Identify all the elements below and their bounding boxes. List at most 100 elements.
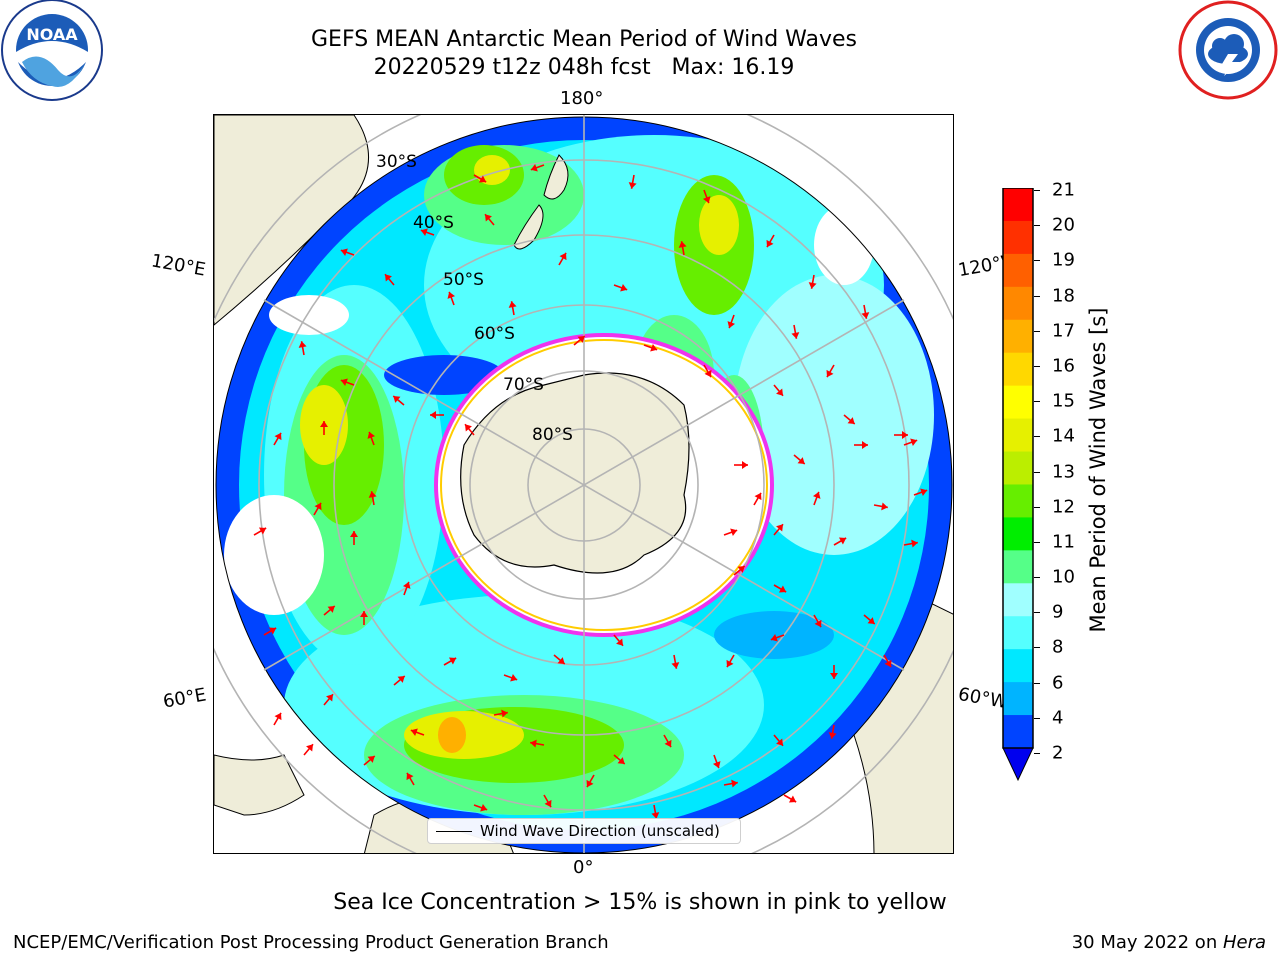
wind-arrow-head <box>268 627 277 635</box>
wind-arrow-head <box>478 175 487 183</box>
legend-line-icon <box>436 830 472 832</box>
wind-arrow-head <box>812 491 821 499</box>
wind-arrow-head <box>712 761 721 769</box>
wind-arrow-head <box>726 659 734 668</box>
wind-arrow-head <box>406 772 414 781</box>
footer-host: Hera <box>1222 932 1266 953</box>
wind-arrow-head <box>826 369 834 378</box>
wind-arrow-head <box>731 779 738 788</box>
wind-arrow-head <box>884 659 892 668</box>
wind-arrow-head <box>508 301 517 308</box>
lat-label-60s: 60°S <box>474 324 515 344</box>
lon-label-0: 0° <box>573 857 594 878</box>
lat-label-30s: 30°S <box>376 152 417 172</box>
wind-arrow-head <box>862 441 868 449</box>
colorbar-tick-mark <box>1034 190 1040 191</box>
colorbar-segment <box>1003 616 1033 650</box>
wind-arrow-head <box>420 228 428 237</box>
lat-label-80s: 80°S <box>532 425 573 445</box>
wind-arrow-head <box>327 606 335 613</box>
map-canvas <box>214 115 953 853</box>
chart-title-line2: 20220529 t12z 048h fcst Max: 16.19 <box>373 55 795 80</box>
wind-arrow-head <box>814 619 822 628</box>
chart-title-line1: GEFS MEAN Antarctic Mean Period of Wind … <box>311 27 857 52</box>
colorbar-tick-label: 11 <box>1052 531 1075 553</box>
wind-arrow-head <box>410 728 418 737</box>
colorbar-tick-mark <box>1034 260 1040 262</box>
wind-arrow-head <box>766 239 774 248</box>
wind-arrow-head <box>530 739 537 748</box>
wind-arrow-head <box>448 657 457 665</box>
lon-label-120e: 120°E <box>149 250 208 281</box>
colorbar-segment <box>1003 451 1033 485</box>
wind-arrow-head <box>881 502 888 511</box>
legend-label: Wind Wave Direction (unscaled) <box>480 822 720 840</box>
wind-arrow-head <box>617 757 625 764</box>
colorbar-frame <box>1002 187 1034 749</box>
wind-arrow-head <box>776 738 783 746</box>
wind-arrow-head <box>360 611 368 617</box>
colorbar-tick-label: 14 <box>1052 425 1075 447</box>
colorbar-tick-mark <box>1034 365 1040 367</box>
wind-arrow-head <box>510 673 518 682</box>
colorbar-tick-label: 4 <box>1052 707 1064 729</box>
land-madagascar <box>214 754 305 816</box>
wind-arrow-head <box>298 341 307 348</box>
wind-arrow-head <box>485 214 492 222</box>
wind-arrow-head <box>350 531 358 537</box>
wind-arrow-head <box>650 343 658 352</box>
polar-map <box>213 114 954 854</box>
colorbar-tick-mark <box>1034 647 1040 649</box>
wind-arrow-head <box>385 274 392 282</box>
colorbar-segment <box>1003 550 1033 584</box>
colorbar-tick-label: 2 <box>1052 742 1064 764</box>
lon-label-60e: 60°E <box>161 684 208 713</box>
colorbar-tick-mark <box>1034 577 1040 579</box>
graticule <box>214 115 953 853</box>
wind-arrow-head <box>397 676 405 683</box>
wind-arrow-head <box>447 291 456 299</box>
colorbar-tick-mark <box>1034 330 1040 332</box>
wind-arrow-head <box>671 662 680 669</box>
lat-label-70s: 70°S <box>503 375 544 395</box>
colorbar-tick-label: 13 <box>1052 461 1075 482</box>
wind-arrow-head <box>326 694 333 702</box>
wind-arrow-head <box>737 566 745 573</box>
wind-arrow-head <box>788 795 797 803</box>
lat-label-40s: 40°S <box>413 213 454 233</box>
colorbar-segment <box>1003 319 1033 354</box>
wind-arrow-head <box>577 336 585 343</box>
wind-arrow-head <box>501 709 508 718</box>
wind-arrow-head <box>465 424 472 432</box>
colorbar-tick-mark <box>1034 506 1040 508</box>
wind-arrow-head <box>340 378 348 387</box>
colorbar-tick-mark <box>1034 612 1040 614</box>
colorbar-tick-label: 12 <box>1052 496 1075 518</box>
colorbar-tick-mark <box>1034 225 1040 227</box>
lon-label-180: 180° <box>560 88 604 109</box>
wind-arrow-head <box>902 431 908 439</box>
wind-arrow-head <box>430 411 436 419</box>
colorbar-tick-mark <box>1034 717 1040 719</box>
footer-date: 30 May 2022 on <box>1071 932 1223 953</box>
wind-arrow-head <box>368 491 377 498</box>
colorbar-tick-mark <box>1034 436 1040 438</box>
wind-arrow-head <box>620 283 628 292</box>
wind-arrow-head <box>770 633 778 642</box>
colorbar-segment <box>1003 385 1033 420</box>
wind-arrow-head <box>910 438 918 447</box>
colorbar-segment <box>1003 484 1033 518</box>
colorbar-tick-mark <box>1034 295 1040 297</box>
colorbar-tick-mark <box>1034 471 1040 473</box>
colorbar-segment <box>1003 517 1033 551</box>
wave-period-field <box>216 117 952 853</box>
map-legend: Wind Wave Direction (unscaled) <box>427 818 741 844</box>
nws-logo <box>1176 0 1280 104</box>
colorbar-segment <box>1003 352 1033 387</box>
colorbar-tick-label: 16 <box>1052 355 1075 377</box>
colorbar-segment <box>1003 682 1033 716</box>
wind-arrow-head <box>367 756 375 763</box>
wind-arrow-head <box>828 732 837 739</box>
footer-right: 30 May 2022 on Hera <box>1072 932 1266 953</box>
colorbar-tick-label: 8 <box>1052 636 1064 658</box>
